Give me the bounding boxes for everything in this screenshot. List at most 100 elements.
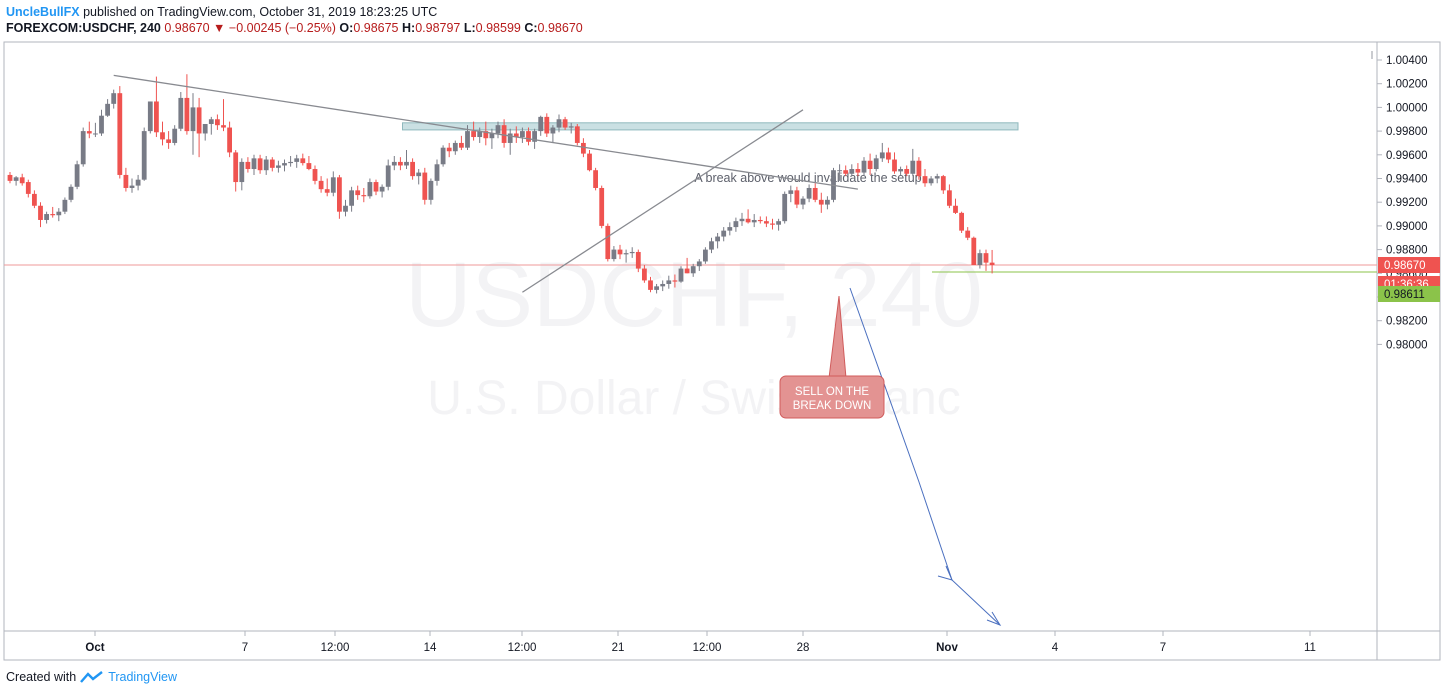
candle-body xyxy=(971,237,977,266)
last-price-badge-text: 0.98670 xyxy=(1384,260,1426,272)
candle-body xyxy=(391,161,397,166)
candle-body xyxy=(117,93,123,175)
candle-body xyxy=(123,174,129,188)
price-axis[interactable]: 1.00400 1.00200 1.00000 0.99800 0.99600 0.994… xyxy=(1377,55,1428,351)
candle-body xyxy=(703,249,708,262)
candle-body xyxy=(465,131,470,148)
candle-body xyxy=(532,131,537,142)
symbol-label[interactable]: FOREXCOM:USDCHF, 240 xyxy=(6,21,161,35)
candle-body xyxy=(141,131,147,180)
candle-body xyxy=(422,172,428,200)
candle-body xyxy=(654,286,659,290)
candle-body xyxy=(782,193,788,222)
projection-arrowhead-icon xyxy=(986,611,1002,626)
candle-body xyxy=(526,131,531,142)
target-price-badge-bg xyxy=(1378,285,1440,302)
price-tick-label: 0.99000 xyxy=(1386,221,1428,233)
candle-body xyxy=(324,189,330,193)
candle-body xyxy=(892,159,897,172)
time-tick-label: 7 xyxy=(242,642,248,654)
price-tick-label: 1.00000 xyxy=(1386,102,1428,114)
candle-body xyxy=(99,115,104,134)
publisher-name[interactable]: UncleBullFX xyxy=(6,5,80,19)
candle-body xyxy=(32,193,37,206)
candle-body xyxy=(666,280,672,284)
candle-body xyxy=(940,176,946,191)
candle-body xyxy=(788,190,794,194)
time-tick-label: 12:00 xyxy=(693,642,722,654)
candle-body xyxy=(416,172,422,177)
candle-body xyxy=(318,180,324,190)
candle-body xyxy=(300,158,306,164)
candle-body xyxy=(550,127,556,134)
close-label: C: xyxy=(524,21,538,35)
candle-body xyxy=(953,205,958,213)
candle-body xyxy=(80,131,86,165)
candle-body xyxy=(721,230,727,237)
candle-body xyxy=(471,131,476,138)
candle-body xyxy=(343,205,348,212)
candles xyxy=(7,74,995,294)
candle-body xyxy=(477,131,483,138)
price-tick-label: 1.00200 xyxy=(1386,79,1428,91)
candle-body xyxy=(385,165,391,187)
last-price-badge-bg xyxy=(1378,257,1440,274)
target-price-badge-text: 0.98611 xyxy=(1384,289,1425,301)
candle-body xyxy=(764,221,769,224)
invalidation-zone-box xyxy=(402,122,1019,131)
created-with-label: Created with xyxy=(6,670,77,684)
candle-body xyxy=(215,119,220,126)
candle-body xyxy=(562,119,568,128)
candle-body xyxy=(751,219,757,223)
candle-body xyxy=(373,182,379,192)
candle-body xyxy=(459,142,464,148)
invalidation-zone-label: A break above would invalidate the setup xyxy=(694,171,921,185)
candle-body xyxy=(68,186,74,200)
candle-body xyxy=(361,195,367,197)
low-value: 0.98599 xyxy=(475,21,521,35)
low-label: L: xyxy=(463,21,476,35)
candle-body xyxy=(513,133,519,138)
candle-body xyxy=(812,187,818,200)
trendline-support xyxy=(522,109,804,293)
candle-body xyxy=(251,158,257,170)
time-tick-label: Oct xyxy=(85,642,104,654)
candle-body xyxy=(25,182,31,194)
candle-body xyxy=(86,131,92,134)
trendlines[interactable] xyxy=(113,74,858,293)
candle-body xyxy=(166,139,171,143)
sell-callout[interactable]: SELL ON THE BREAK DOWN xyxy=(779,295,885,419)
candle-body xyxy=(910,160,916,174)
down-arrow-icon: ▼ xyxy=(213,21,226,35)
time-axis[interactable]: Oct 7 12:00 14 12:00 21 12:00 28 Nov 4 7 11 xyxy=(85,631,1316,654)
candle-body xyxy=(568,126,574,128)
candle-body xyxy=(965,230,971,238)
candle-body xyxy=(873,158,879,170)
candle-body xyxy=(696,261,702,267)
candle-body xyxy=(404,161,409,166)
footer: Created with TradingView xyxy=(6,670,177,684)
candle-body xyxy=(947,190,952,206)
candle-body xyxy=(617,249,623,255)
candle-body xyxy=(739,218,745,222)
candle-body xyxy=(221,125,226,128)
candle-body xyxy=(233,152,239,183)
candle-body xyxy=(147,101,153,132)
time-tick-label: 28 xyxy=(797,642,810,654)
candle-body xyxy=(379,186,385,192)
candle-body xyxy=(727,227,733,231)
candle-body xyxy=(922,176,928,184)
candle-body xyxy=(135,179,141,186)
candle-body xyxy=(208,119,214,124)
candle-body xyxy=(745,218,751,223)
candle-body xyxy=(239,161,245,183)
candle-body xyxy=(806,187,812,199)
candle-body xyxy=(38,205,43,220)
published-info: published on TradingView.com, October 31… xyxy=(83,5,438,19)
invalidation-zone[interactable] xyxy=(402,122,1019,131)
candle-body xyxy=(818,199,824,205)
price-tick-label: 0.98000 xyxy=(1386,339,1428,351)
time-tick-label: 14 xyxy=(424,642,437,654)
tradingview-brand[interactable]: TradingView xyxy=(108,670,177,684)
